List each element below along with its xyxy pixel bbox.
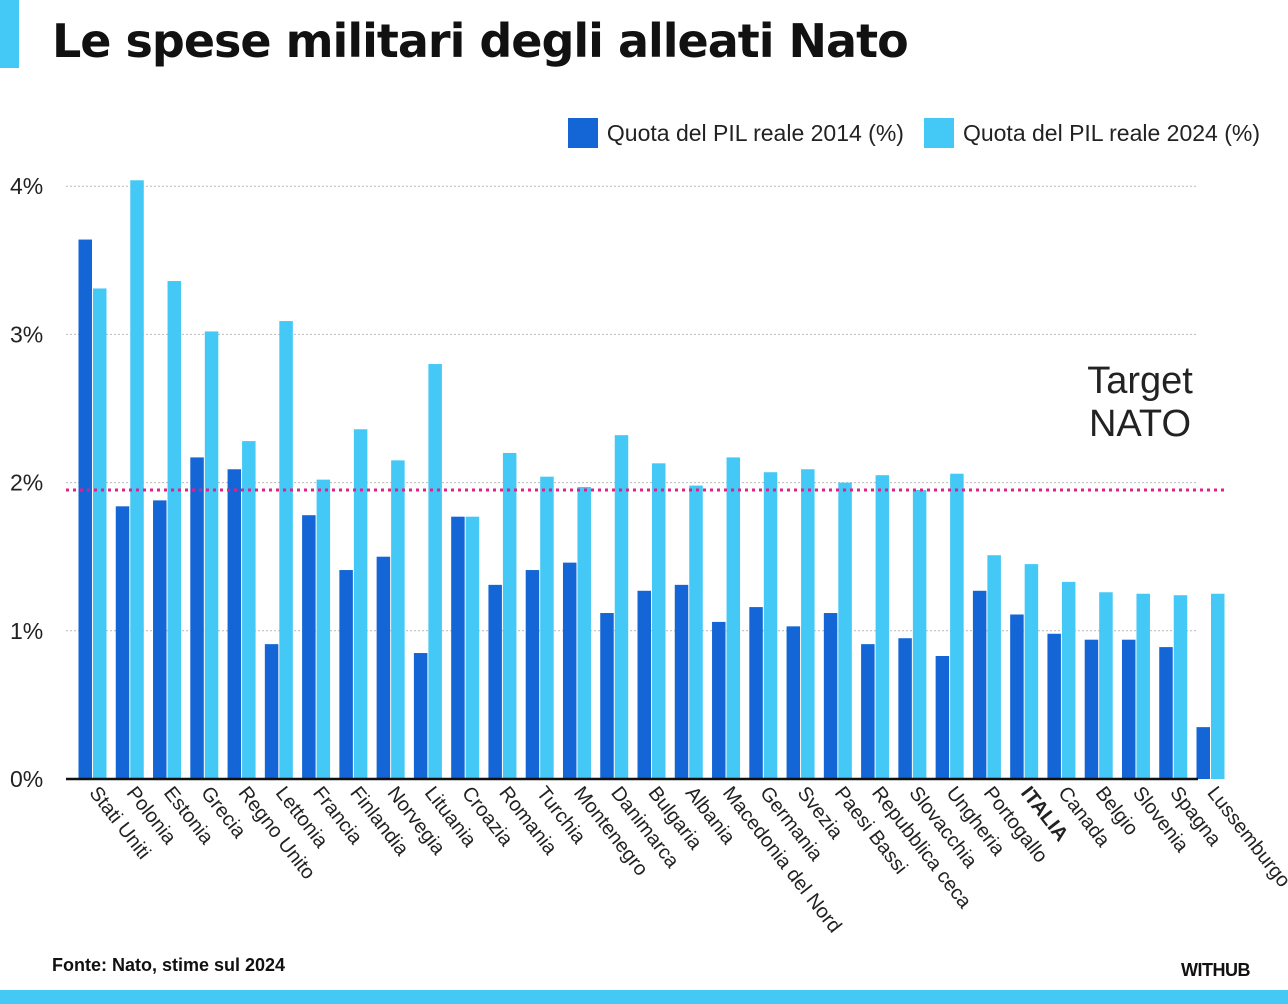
bar-2014 [339, 570, 353, 779]
bar-2024 [763, 472, 778, 779]
bar-2024 [1211, 593, 1225, 779]
bar-2014 [600, 613, 614, 779]
bar-2024 [93, 288, 107, 779]
legend-swatch-2014 [567, 118, 598, 148]
bar-2024 [577, 487, 591, 779]
bar-2014 [674, 584, 689, 779]
bar-2024 [1061, 581, 1076, 779]
bar-2014 [1084, 639, 1099, 779]
bar-2014 [190, 457, 204, 779]
bar-2014 [488, 584, 502, 779]
bar-2024 [875, 475, 890, 779]
bar-2024 [428, 364, 442, 779]
legend-swatch-2024 [923, 118, 954, 148]
bar-2024 [204, 331, 219, 779]
brand-logo: WITHUB [1181, 960, 1250, 980]
legend-item-2024: Quota del PIL reale 2024 (%) [923, 118, 1260, 148]
bar-2014 [78, 239, 92, 779]
bar-2024 [167, 281, 182, 779]
bar-2024 [1024, 564, 1039, 779]
bar-2024 [502, 452, 517, 779]
bar-2014 [972, 590, 987, 779]
target-label: NATO [1089, 403, 1191, 445]
bar-2014 [1121, 639, 1136, 779]
bar-2014 [935, 655, 950, 779]
bar-2014 [861, 644, 875, 779]
y-tick-label: 2% [10, 470, 43, 496]
y-tick-label: 0% [10, 766, 43, 792]
bar-2014 [264, 644, 279, 779]
bar-2014 [562, 562, 577, 779]
bar-2014 [712, 621, 726, 779]
bar-2014 [413, 653, 428, 779]
bar-2014 [1010, 614, 1024, 779]
bar-2024 [950, 473, 964, 779]
y-tick-label: 4% [10, 173, 43, 199]
bar-2014 [1159, 647, 1173, 779]
bar-2014 [1047, 633, 1061, 779]
legend-label-2024: Quota del PIL reale 2024 (%) [962, 119, 1260, 146]
bar-2024 [689, 485, 703, 779]
bar-2024 [540, 476, 554, 779]
bar-2014 [898, 638, 912, 779]
title-accent-bar [0, 0, 19, 68]
bar-2014 [637, 590, 651, 779]
bar-2014 [823, 613, 838, 779]
bar-2014 [115, 506, 130, 779]
chart-title: Le spese militari degli alleati Nato [52, 14, 909, 68]
bar-2024 [279, 321, 293, 779]
bar-2024 [801, 469, 815, 779]
bar-2024 [614, 435, 629, 779]
legend-label-2014: Quota del PIL reale 2014 (%) [606, 119, 904, 146]
bottom-accent-bar [0, 990, 1288, 1004]
bar-2024 [726, 457, 741, 779]
bar-2014 [749, 607, 763, 779]
target-label: Target [1087, 360, 1193, 402]
bar-2024 [652, 463, 666, 779]
bar-2024 [838, 482, 852, 779]
bar-2014 [451, 516, 465, 779]
bar-2024 [242, 441, 256, 779]
bar-2014 [376, 556, 391, 779]
bar-2024 [391, 460, 405, 779]
bar-2014 [227, 469, 242, 779]
legend-item-2014: Quota del PIL reale 2014 (%) [567, 118, 904, 148]
bar-2024 [316, 479, 331, 779]
bar-2024 [1173, 595, 1188, 779]
y-tick-label: 3% [10, 321, 43, 347]
bar-2014 [153, 500, 167, 779]
source-note: Fonte: Nato, stime sul 2024 [52, 955, 286, 975]
bar-2014 [525, 570, 540, 779]
bar-2024 [353, 429, 368, 779]
bar-2024 [1136, 593, 1150, 779]
bar-2024 [130, 180, 144, 780]
bar-2014 [786, 626, 801, 779]
bar-2024 [1099, 592, 1113, 779]
legend: Quota del PIL reale 2014 (%) Quota del P… [548, 118, 1260, 148]
bar-2024 [465, 516, 480, 779]
y-tick-label: 1% [10, 618, 43, 644]
bar-2024 [912, 490, 927, 779]
bar-2014 [302, 515, 316, 779]
bar-2024 [987, 555, 1001, 779]
bar-2014 [1196, 727, 1210, 779]
